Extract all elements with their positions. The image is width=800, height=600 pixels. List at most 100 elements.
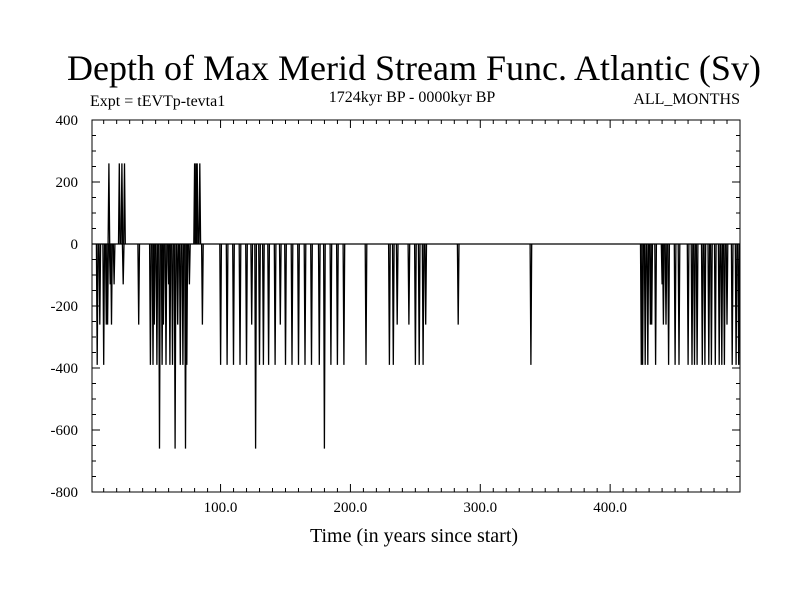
data-spike	[695, 243, 699, 365]
data-spike	[686, 243, 690, 365]
data-spike	[110, 243, 113, 325]
time-range-label: 1724kyr BP - 0000kyr BP	[329, 89, 496, 106]
data-spike	[737, 243, 741, 365]
chart-title: Depth of Max Merid Stream Func. Atlantic…	[67, 48, 761, 88]
data-spike	[123, 163, 126, 245]
data-spike	[417, 243, 421, 365]
x-tick-label: 400.0	[593, 500, 627, 516]
data-spike	[646, 243, 650, 365]
data-spike	[677, 243, 681, 365]
x-tick-label: 300.0	[463, 500, 497, 516]
data-spike	[407, 243, 411, 325]
data-spike	[178, 243, 182, 365]
data-spike	[261, 243, 265, 365]
data-spike	[303, 243, 307, 365]
data-spike	[667, 243, 671, 365]
data-spike	[364, 243, 368, 365]
data-spike	[158, 243, 161, 449]
plot-area	[91, 119, 741, 493]
data-spike	[267, 243, 271, 365]
data-spike	[168, 243, 172, 365]
data-spike	[155, 243, 159, 365]
data-spike	[173, 243, 177, 449]
data-spike	[117, 163, 121, 245]
data-spike	[673, 243, 677, 365]
data-spike	[322, 243, 326, 449]
data-spike	[664, 243, 668, 325]
data-spike	[187, 243, 191, 285]
data-spike	[310, 243, 313, 365]
y-tick-label: -800	[51, 485, 79, 501]
y-tick-label: 200	[56, 175, 79, 191]
data-spike	[278, 243, 282, 325]
data-spike	[250, 243, 254, 325]
data-spike	[391, 243, 395, 365]
data-spike	[98, 243, 102, 325]
data-spike	[107, 163, 111, 245]
data-spike	[395, 243, 399, 325]
data-spike	[225, 243, 229, 365]
data-spike	[335, 243, 339, 365]
data-spike	[722, 243, 726, 365]
data-spike	[102, 243, 106, 365]
months-label: ALL_MONTHS	[633, 91, 740, 108]
data-spike	[713, 243, 717, 365]
y-axis: 400 200 0 -200 -400 -600 -800	[51, 113, 740, 501]
data-spike	[120, 163, 124, 245]
data-spike	[421, 243, 425, 365]
data-spike	[329, 243, 333, 365]
data-spike	[106, 243, 110, 325]
data-spike	[176, 243, 180, 325]
data-spike	[703, 243, 707, 365]
data-spike	[238, 243, 242, 365]
data-spike	[195, 163, 199, 245]
data-spike	[290, 243, 294, 365]
data-spike	[245, 243, 248, 365]
y-tick-label: -400	[51, 361, 79, 377]
data-spike	[641, 243, 645, 365]
data-spike	[284, 243, 287, 365]
data-spike	[171, 243, 174, 365]
data-spike	[690, 243, 694, 365]
data-spike	[137, 243, 141, 325]
data-spike	[709, 243, 713, 365]
data-spike	[219, 243, 223, 365]
x-tick-label: 200.0	[334, 500, 368, 516]
data-spike	[273, 243, 277, 365]
data-spike	[185, 243, 189, 365]
data-spike	[456, 243, 460, 325]
data-spike	[200, 243, 204, 325]
data-spike	[112, 243, 116, 285]
data-spike	[121, 243, 125, 285]
data-spike	[152, 243, 156, 325]
y-tick-label: -600	[51, 423, 79, 439]
data-spike	[95, 243, 99, 365]
data-spike	[317, 243, 321, 365]
data-spike	[717, 243, 721, 365]
data-spike	[700, 243, 704, 365]
experiment-label: Expt = tEVTp-tevta1	[90, 93, 225, 110]
data-spike	[342, 243, 346, 365]
y-tick-label: 400	[56, 113, 79, 129]
data-spike	[232, 243, 235, 365]
data-spike	[654, 243, 658, 365]
data-spike	[254, 243, 258, 449]
x-axis-title: Time (in years since start)	[310, 525, 518, 547]
data-spike	[258, 243, 261, 365]
data-spike	[161, 243, 165, 325]
data-spike	[650, 243, 654, 325]
data-spike	[387, 243, 391, 365]
data-spike	[424, 243, 428, 325]
data-spike	[164, 243, 168, 365]
x-tick-label: 100.0	[204, 500, 238, 516]
data-spike	[693, 243, 696, 365]
data-spike	[297, 243, 300, 365]
data-spike	[198, 163, 202, 245]
data-spike	[413, 243, 417, 365]
y-tick-label: -200	[51, 299, 79, 315]
data-spike	[529, 243, 533, 365]
data-spike	[730, 243, 734, 365]
y-tick-label: 0	[71, 237, 79, 253]
data-spike	[734, 243, 738, 365]
